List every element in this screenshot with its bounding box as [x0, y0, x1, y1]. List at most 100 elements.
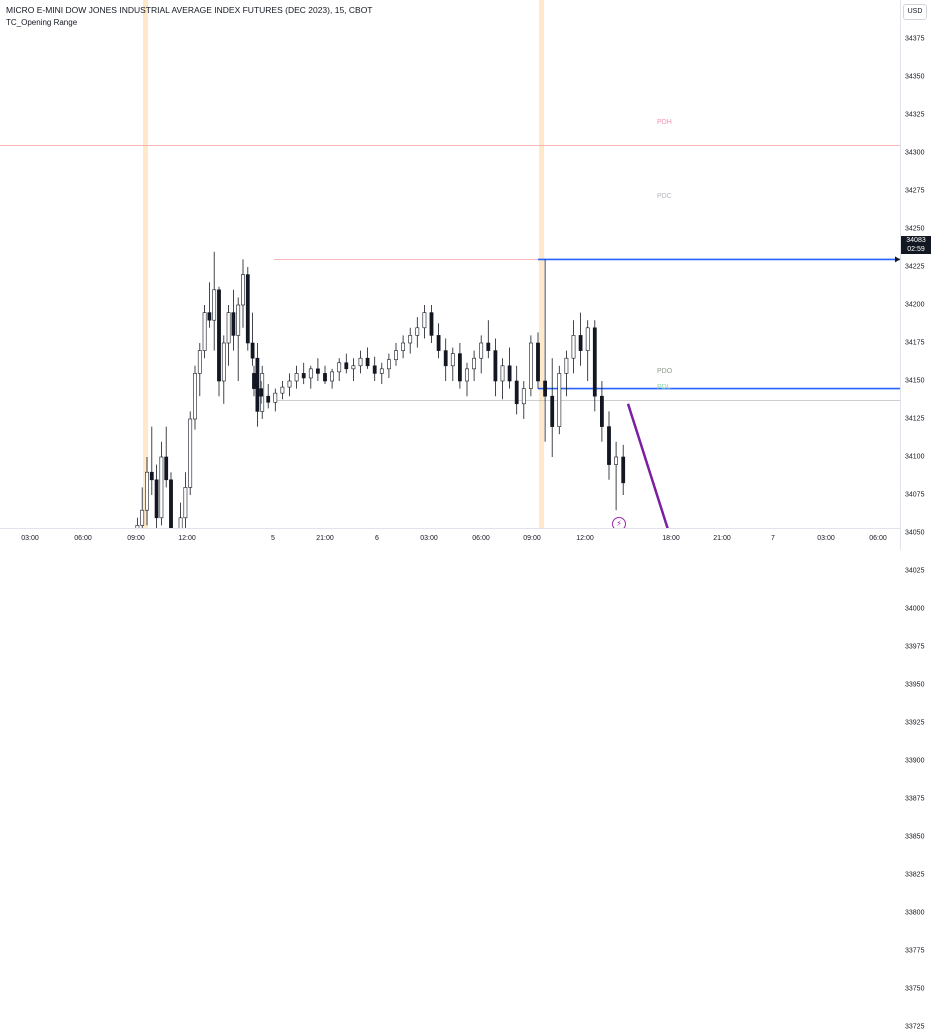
price-tick-label: 33825: [905, 871, 925, 879]
time-tick-label: 5: [271, 535, 275, 542]
price-axis[interactable]: 34375 34350 34325 34300 34275 34250 34225 34200…: [900, 0, 932, 1031]
candle-body: [212, 289, 217, 321]
candle-body: [351, 365, 356, 370]
candle-body: [599, 395, 604, 427]
candle-body: [259, 388, 264, 397]
time-tick-label: 12:00: [178, 535, 196, 542]
projection-line: [626, 403, 669, 528]
price-tick-label: 34300: [905, 149, 925, 157]
candle-body: [154, 479, 159, 519]
candle-body: [507, 365, 512, 382]
candle-body: [607, 426, 611, 465]
time-tick-label: 06:00: [472, 535, 490, 542]
candle-body: [266, 395, 271, 403]
candle-body: [135, 525, 140, 528]
candle-body: [217, 289, 221, 382]
candle-body: [372, 365, 377, 374]
currency-button[interactable]: USD: [903, 4, 927, 20]
price-tick-label: 34050: [905, 529, 925, 537]
candle-body: [514, 380, 519, 405]
price-tick-label: 34200: [905, 301, 925, 309]
time-axis[interactable]: 03:00 06:00 09:00 12:00 5 21:00 6 03:00 06:00 09:…: [0, 528, 900, 551]
candle-body: [330, 371, 335, 382]
candle-body: [528, 342, 533, 389]
candle-body: [401, 342, 406, 351]
candle-body: [500, 365, 505, 382]
price-tick-label: 34175: [905, 339, 925, 347]
chart-canvas[interactable]: MICRO E-MINI DOW JONES INDUSTRIAL AVERAG…: [0, 0, 900, 528]
time-tick-label: 18:00: [662, 535, 680, 542]
candle-body: [169, 479, 173, 528]
candle-body: [365, 357, 370, 367]
price-tick-label: 33850: [905, 833, 925, 841]
candle-body: [493, 350, 498, 382]
price-tick-label: 33800: [905, 909, 925, 917]
level-arrow: [895, 256, 900, 263]
candle-body: [315, 368, 320, 374]
candle-body: [585, 327, 590, 351]
candle-body: [486, 342, 491, 351]
pdl-label: PDL: [657, 384, 671, 391]
candle-body: [245, 274, 250, 344]
candle-body: [550, 395, 555, 427]
candle-body: [358, 357, 363, 367]
price-tick-label: 34325: [905, 111, 925, 119]
indicator-label[interactable]: TC_Opening Range: [6, 18, 78, 27]
last-price-value: 34083: [906, 237, 926, 244]
candle-body: [408, 335, 413, 344]
candle-body: [379, 368, 384, 374]
candle-body: [273, 392, 278, 403]
candle-body: [308, 368, 313, 379]
candle-body: [479, 342, 484, 359]
time-tick-label: 6: [375, 535, 379, 542]
candle-body: [465, 368, 469, 382]
candle-body: [193, 373, 197, 420]
candle-body: [543, 380, 548, 397]
pdh-label: PDH: [657, 119, 672, 126]
time-tick-label: 21:00: [316, 535, 334, 542]
price-chart[interactable]: [0, 0, 900, 528]
candle-body: [415, 327, 420, 336]
price-tick-label: 33925: [905, 719, 925, 727]
price-tick-label: 34100: [905, 453, 925, 461]
candle-body: [536, 342, 540, 382]
candle-body: [207, 312, 212, 321]
candle-body: [429, 312, 434, 336]
candle-body: [221, 342, 226, 382]
candle-body: [557, 373, 562, 427]
bar-countdown: 02:59: [907, 246, 925, 253]
candle-body: [450, 353, 455, 367]
candle-body: [457, 353, 462, 382]
time-tick-label: 7: [771, 535, 775, 542]
price-tick-label: 33900: [905, 757, 925, 765]
candle-body: [197, 350, 202, 374]
candle-body: [287, 380, 292, 388]
candle-body: [521, 388, 526, 405]
price-tick-label: 34225: [905, 263, 925, 271]
candle-body: [323, 373, 327, 382]
candle-body: [236, 304, 241, 336]
candle-body: [443, 350, 448, 367]
price-tick-label: 34000: [905, 605, 925, 613]
price-tick-label: 34025: [905, 567, 925, 575]
price-tick-label: 33750: [905, 985, 925, 993]
symbol-title[interactable]: MICRO E-MINI DOW JONES INDUSTRIAL AVERAG…: [6, 5, 373, 15]
time-tick-label: 06:00: [869, 535, 887, 542]
last-price-badge: 34083 02:59: [901, 236, 931, 254]
candle-body: [571, 335, 576, 359]
lightning-icon[interactable]: ⚡: [612, 517, 626, 528]
candle-body: [614, 456, 619, 465]
price-tick-label: 34375: [905, 35, 925, 43]
candle-body: [394, 350, 398, 361]
pdo-label: PDO: [657, 368, 673, 375]
price-tick-label: 34275: [905, 187, 925, 195]
candle-body: [140, 509, 145, 526]
candle-body: [386, 359, 391, 370]
candle-body: [159, 456, 164, 519]
price-tick-label: 33975: [905, 643, 925, 651]
time-tick-label: 21:00: [713, 535, 731, 542]
candle-body: [472, 357, 477, 370]
candle-body: [231, 312, 236, 336]
candle-body: [564, 357, 569, 374]
candle-body: [145, 471, 149, 511]
